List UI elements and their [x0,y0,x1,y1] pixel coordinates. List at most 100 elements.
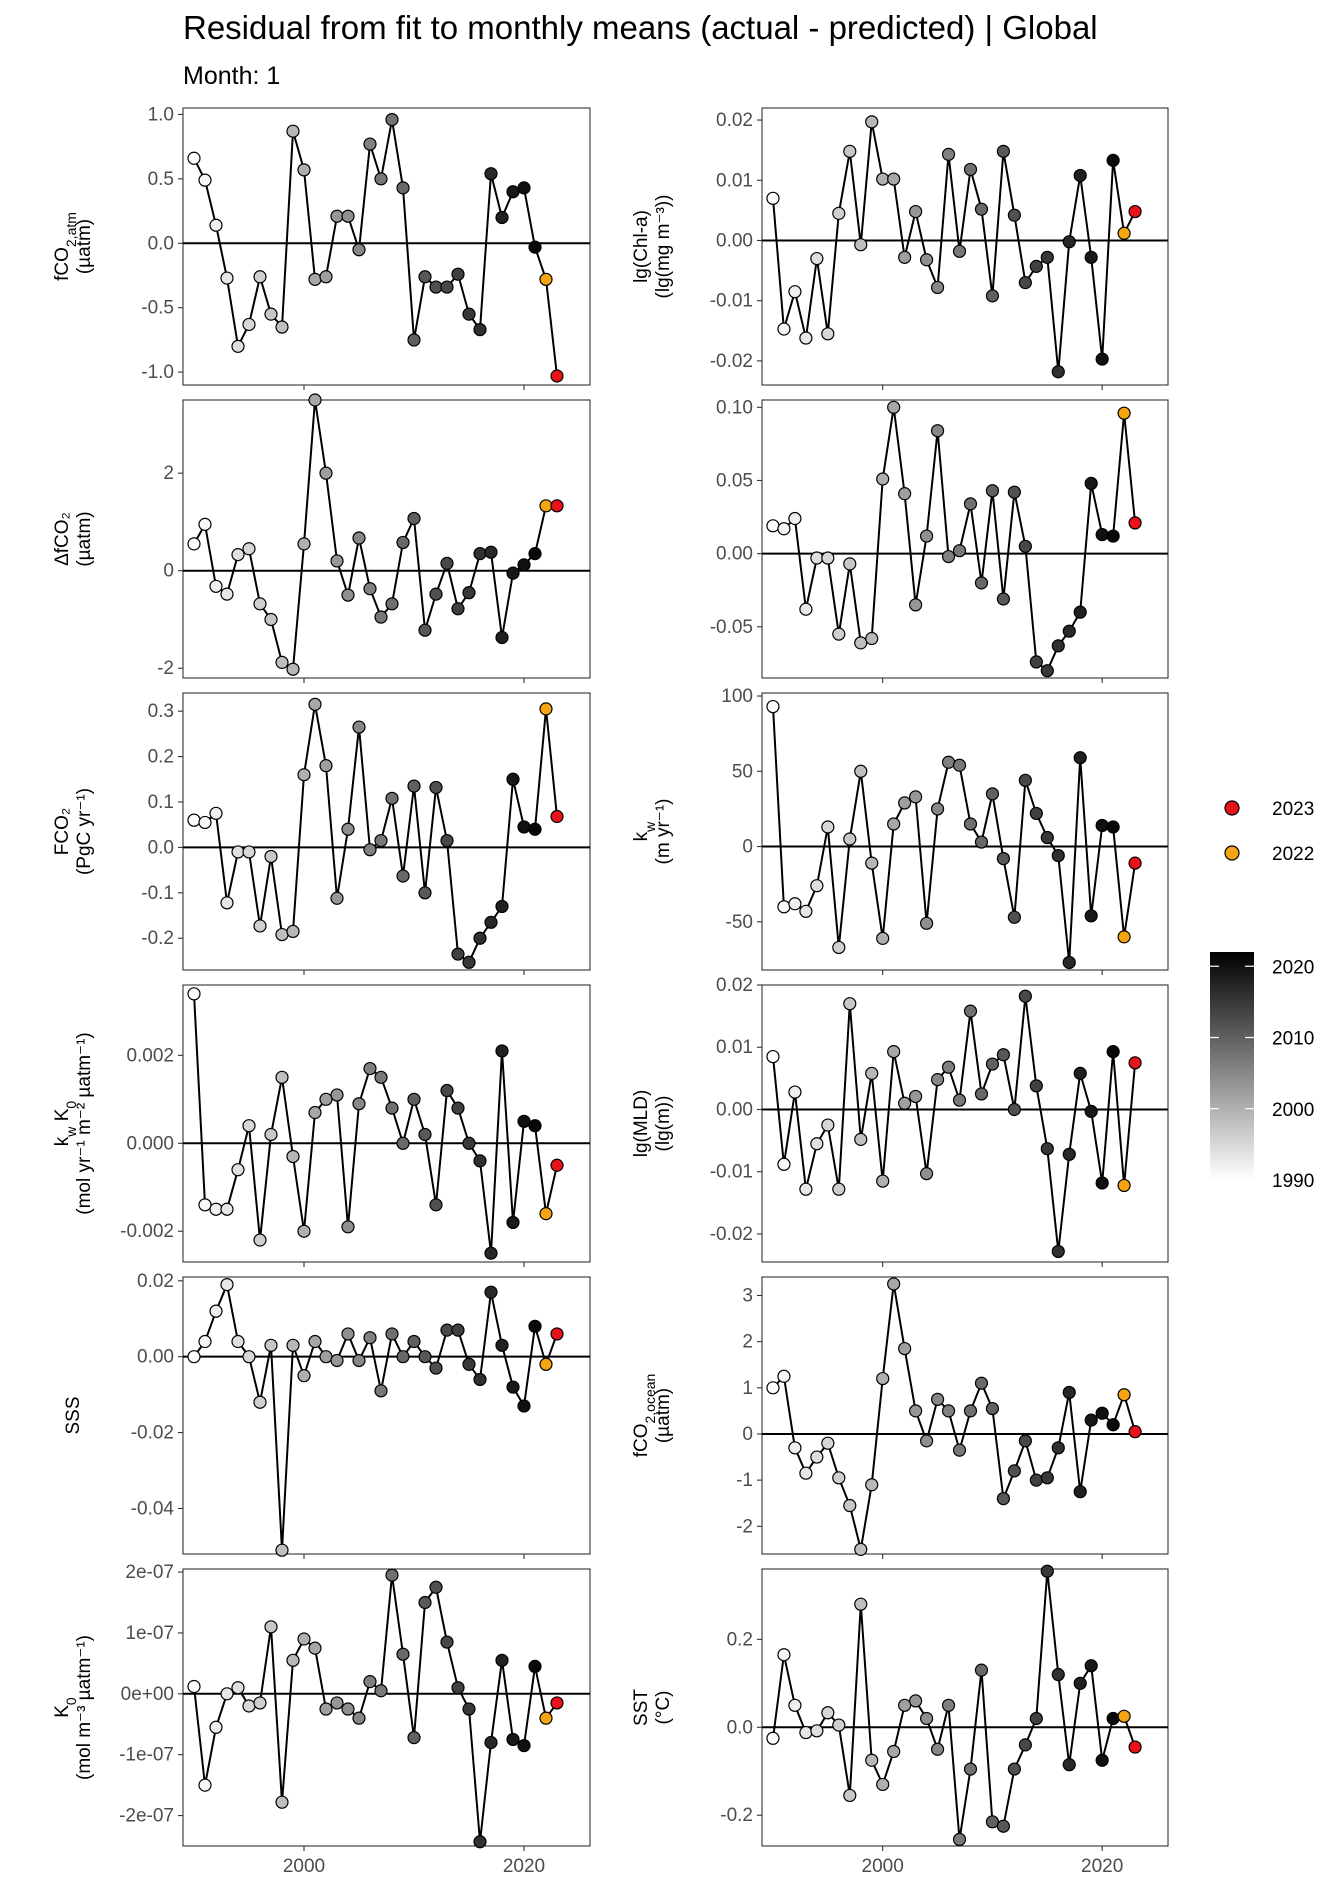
data-point-2012 [429,780,443,795]
data-point-2021 [1106,1418,1120,1432]
data-point-2002 [319,466,333,480]
data-point-1992 [209,218,223,232]
panel-border [182,1276,591,1555]
data-point-2000 [297,163,311,177]
data-point-1998 [854,238,868,252]
data-point-2019 [506,1732,520,1747]
data-point-2005 [930,424,945,438]
data-point-2018 [1073,751,1087,765]
data-point-2017 [1062,624,1076,638]
panel-mld: 0.02 0.01 0.00 -0.01 -0.02 lg(MLD) (lg(m)) [631,975,1169,1267]
data-point-2001 [887,817,901,831]
series-line [772,121,1136,372]
data-point-1996 [832,1718,846,1732]
data-point-1991 [777,1369,791,1383]
data-point-2013 [1018,539,1032,553]
chart-title: Residual from fit to monthly means (actu… [183,9,1098,46]
data-point-2013 [440,280,454,294]
y-tick-label: 0.00 [716,230,753,251]
y-tick-label: -1e-07 [119,1745,174,1766]
data-point-2022 [1117,1709,1131,1723]
data-point-1997 [843,144,857,158]
data-point-1992 [788,1441,802,1455]
data-point-1995 [821,820,835,834]
y-tick-label: 0.1 [148,792,174,813]
data-point-1996 [253,1696,267,1710]
data-point-2004 [919,1711,934,1726]
data-point-2016 [473,1154,487,1168]
data-point-2004 [919,253,934,267]
data-point-2013 [1018,773,1032,787]
data-point-2000 [297,1369,311,1383]
data-point-2007 [374,1684,388,1698]
y-tick-label: 0e+00 [121,1684,174,1705]
data-point-2009 [396,869,410,883]
data-point-1995 [821,551,835,565]
data-point-2013 [440,556,454,570]
y-tick-label: 0 [163,561,174,582]
data-point-2009 [974,1663,989,1677]
data-point-2001 [887,400,901,414]
data-point-2013 [1018,989,1032,1003]
data-point-2016 [473,1372,487,1387]
data-point-2006 [363,1675,377,1689]
data-point-2009 [396,1136,410,1150]
data-point-2011 [996,1819,1011,1833]
y-axis-label: kw [631,821,658,842]
data-point-1999 [286,1149,300,1164]
data-point-2019 [506,1215,520,1230]
data-point-2009 [974,576,989,590]
data-point-1995 [242,1350,256,1364]
colorbar-label: 2010 [1272,1029,1314,1050]
data-point-2020 [517,181,531,195]
data-point-2000 [297,537,311,551]
data-point-2016 [473,323,487,337]
data-point-2011 [418,623,432,637]
data-point-1992 [788,897,802,911]
panel-fco2flux: 0.3 0.2 0.1 0.0 -0.1 -0.2 FCO₂ (PgC yr⁻¹) [52,692,591,975]
y-tick-label: 2e-07 [125,1562,174,1583]
data-point-2023 [550,809,564,824]
data-point-2023 [1128,204,1142,219]
data-point-2007 [374,172,388,186]
y-tick-label: 0.0 [148,837,174,858]
data-point-1995 [821,327,835,341]
data-point-2010 [985,1401,1000,1416]
data-point-2005 [352,1097,366,1111]
data-point-1993 [220,587,234,601]
y-tick-label: -0.05 [710,617,753,638]
data-point-2019 [506,772,520,786]
data-point-2000 [876,1371,890,1386]
data-point-2007 [374,610,388,624]
data-point-2006 [941,1060,956,1074]
data-point-2005 [930,280,945,295]
y-axis-label: (lg(m)) [653,1096,674,1152]
y-tick-label: 0.01 [716,170,753,191]
data-point-2009 [974,835,989,849]
y-tick-label: 0.0 [148,233,174,254]
panel-border [761,692,1169,971]
data-point-1999 [286,924,300,939]
data-point-1993 [220,1277,234,1292]
data-point-1990 [187,813,201,827]
data-point-1998 [275,320,289,334]
data-point-2023 [550,369,564,383]
panel-fco2atm: 1.0 0.5 0.0 -0.5 -1.0 fCO2,atm(µatm) [52,104,591,390]
data-point-2011 [996,144,1011,158]
data-point-2010 [407,333,421,347]
data-point-2007 [952,1443,967,1457]
data-point-1998 [854,1132,868,1146]
data-point-2004 [341,588,355,602]
y-tick-label: -0.04 [131,1498,175,1519]
data-point-2022 [539,1357,553,1371]
panel-border [182,399,591,679]
data-point-2015 [462,307,476,321]
data-point-2012 [1007,1762,1021,1776]
data-point-2017 [1062,955,1076,970]
data-point-2015 [462,586,476,600]
data-point-2006 [941,755,956,769]
y-tick-label: 0.05 [716,470,753,491]
data-point-2021 [1106,529,1120,543]
data-point-2008 [963,1404,978,1418]
